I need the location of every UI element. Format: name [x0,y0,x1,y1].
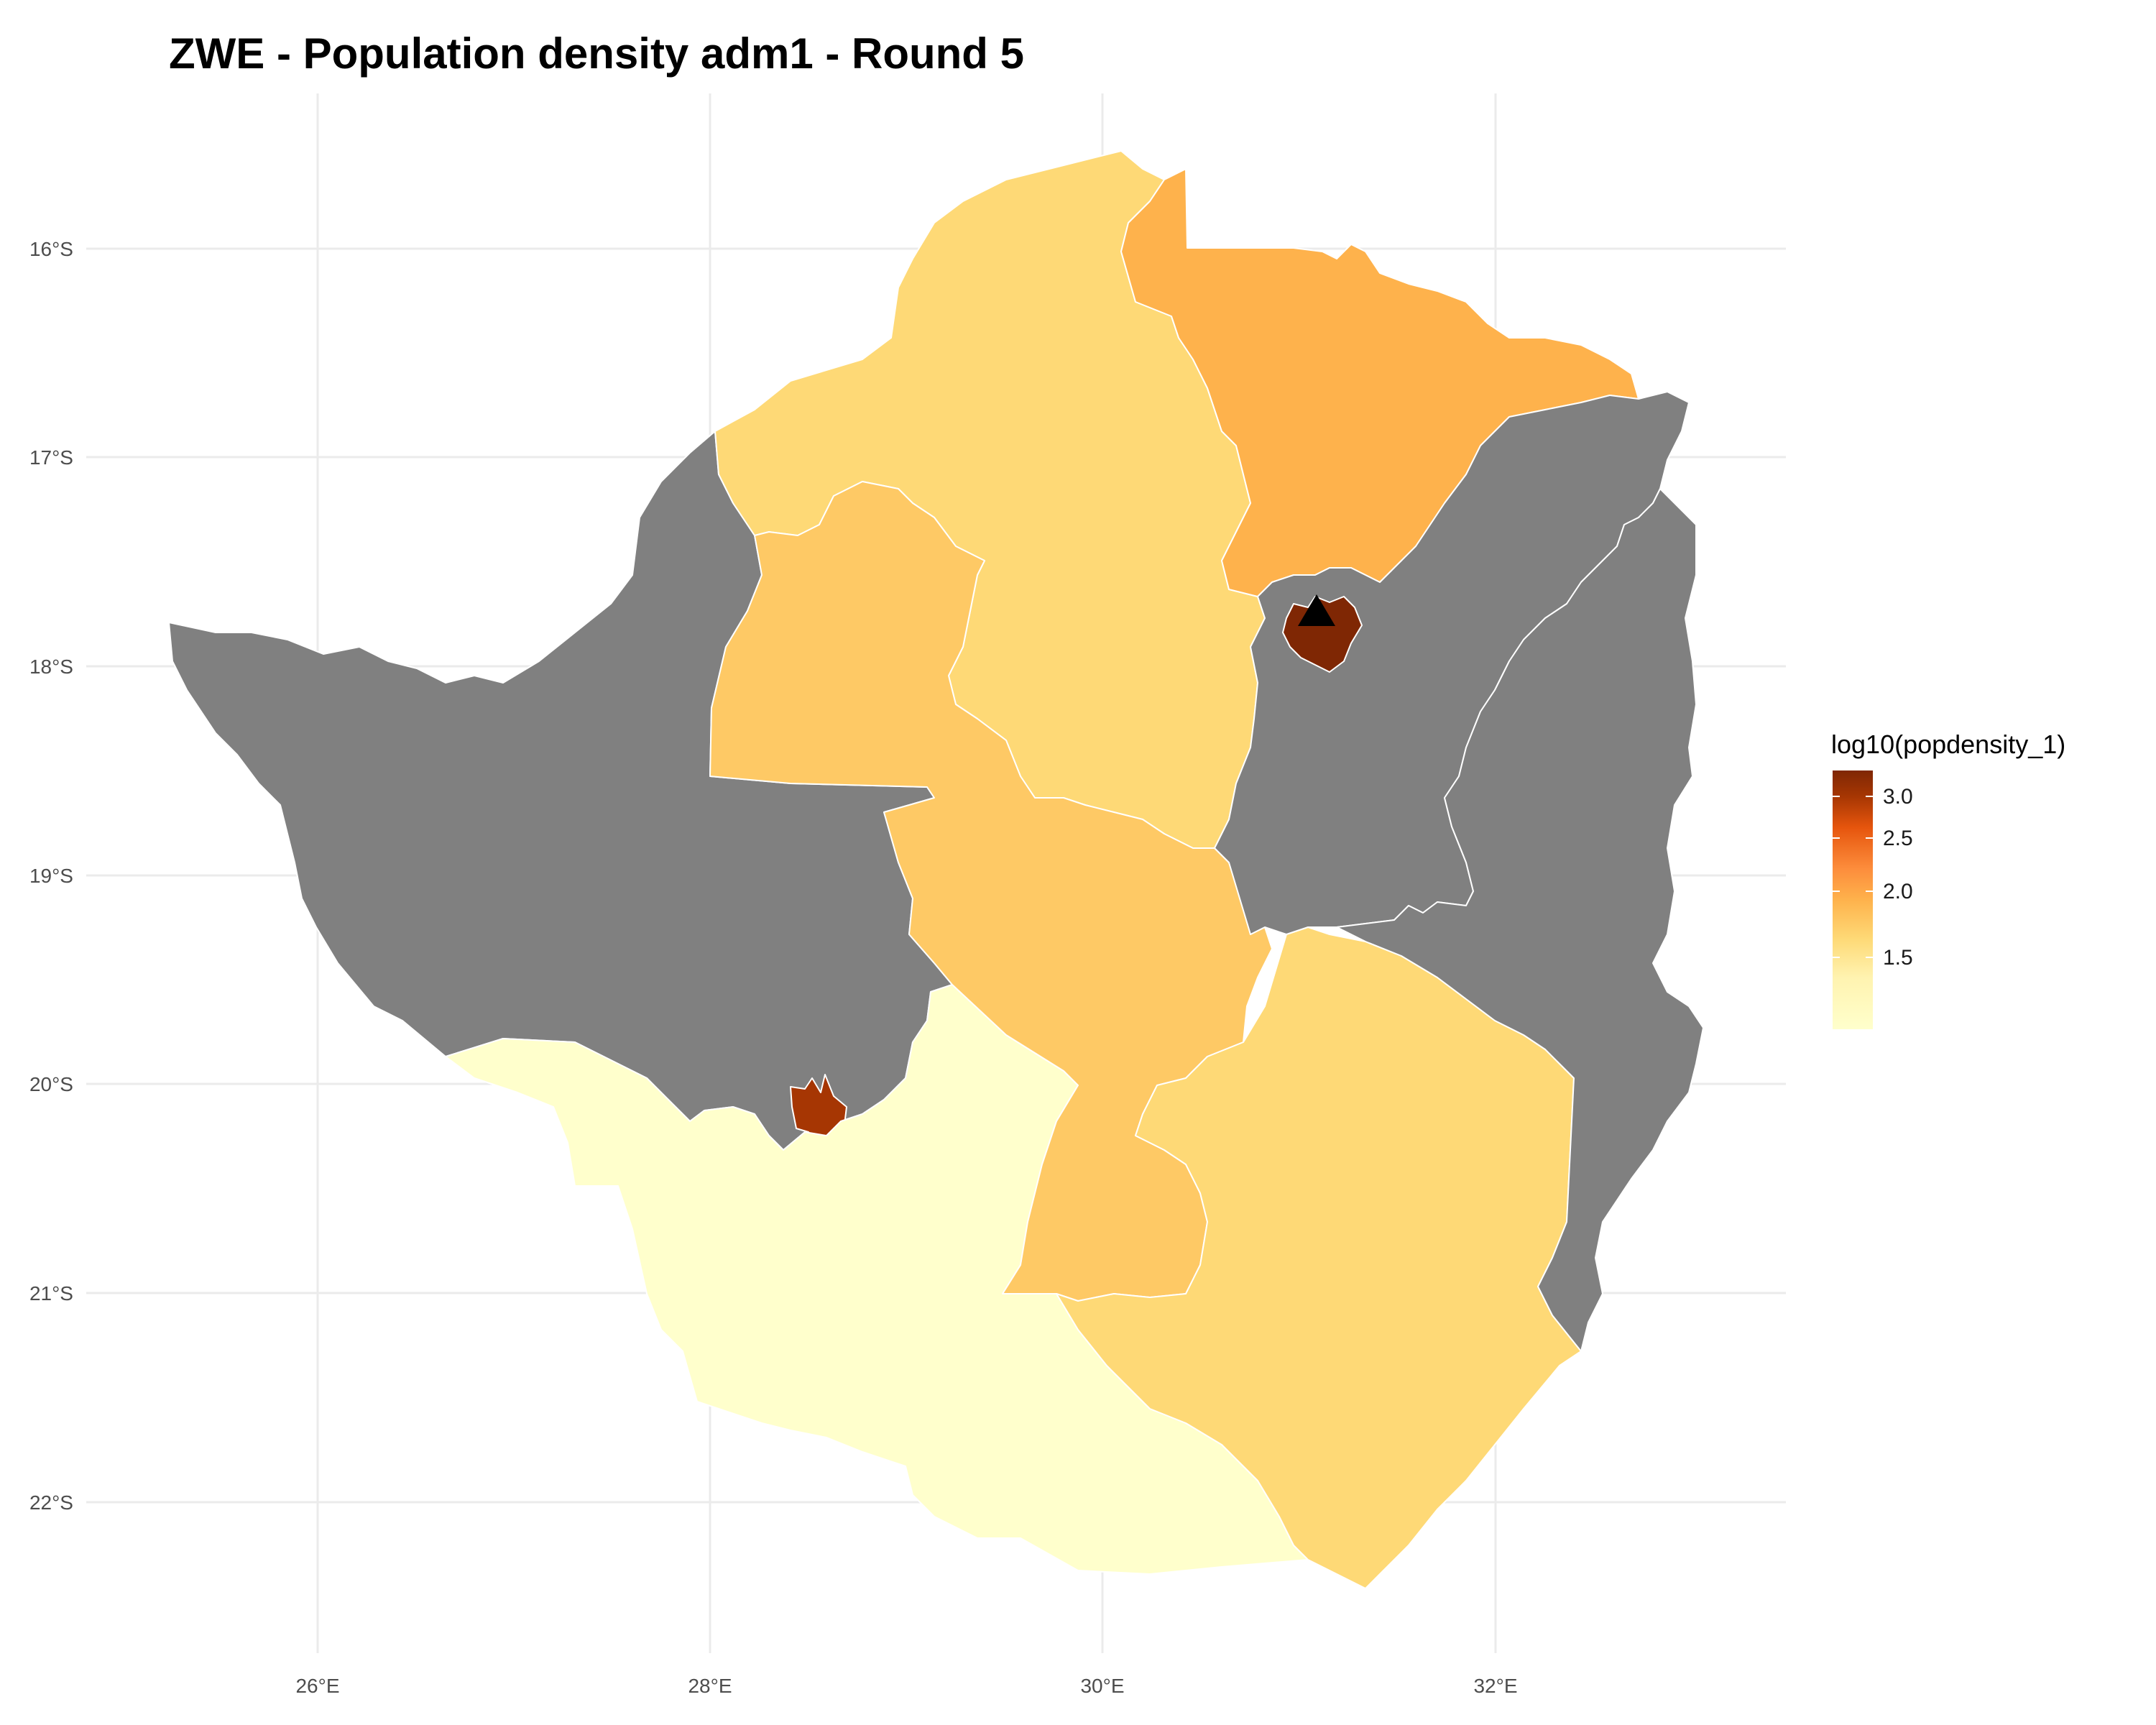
y-tick-label: 22°S [29,1491,73,1514]
x-axis-ticks: 26°E 28°E 30°E 32°E [295,1675,1517,1697]
x-tick-label: 26°E [295,1675,339,1697]
legend-break-label: 3.0 [1883,785,1913,809]
legend: log10(popdensity_1) 3.0 2.5 2.0 1.5 [1831,730,2065,1029]
legend-colorbar [1833,770,1873,1029]
x-tick-label: 28°E [688,1675,732,1697]
y-tick-label: 17°S [29,446,73,469]
legend-ticks [1833,796,1873,958]
map-title: ZWE - Population density adm1 - Round 5 [168,29,1024,78]
legend-break-label: 1.5 [1883,946,1913,970]
y-tick-label: 20°S [29,1073,73,1095]
x-tick-label: 30°E [1080,1675,1124,1697]
region-bulawayo[interactable] [790,1074,847,1144]
y-tick-label: 21°S [29,1282,73,1305]
y-tick-label: 18°S [29,656,73,678]
x-tick-label: 32°E [1473,1675,1517,1697]
capital-triangle-icon [1298,594,1335,626]
y-tick-label: 19°S [29,865,73,887]
y-tick-label: 16°S [29,238,73,260]
legend-break-label: 2.5 [1883,827,1913,850]
legend-break-label: 2.0 [1883,880,1913,903]
regions [168,150,1704,1589]
legend-title: log10(popdensity_1) [1831,730,2065,759]
y-axis-ticks: 16°S 17°S 18°S 19°S 20°S 21°S 22°S [29,238,73,1514]
region-midlands[interactable] [709,481,1273,1302]
region-manicaland[interactable] [1336,488,1704,1352]
region-harare[interactable] [1282,596,1363,673]
